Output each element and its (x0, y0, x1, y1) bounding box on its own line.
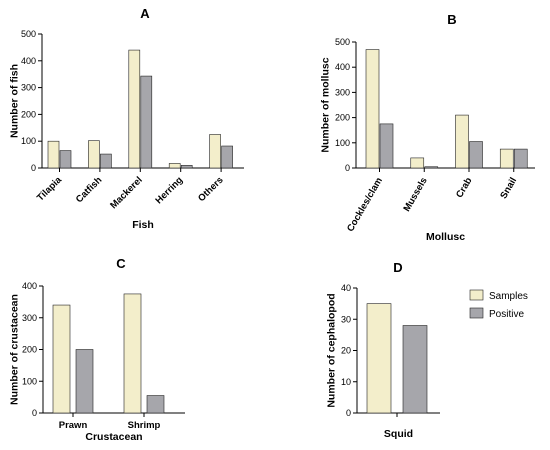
y-tick-label: 0 (32, 408, 37, 418)
legend: Samples Positive (469, 289, 528, 320)
x-axis-title: Mollusc (426, 231, 465, 243)
bar-positive (424, 166, 439, 169)
y-tick-label: 100 (22, 376, 37, 386)
bar-samples (52, 304, 71, 414)
y-axis-title: Number of crustacean (9, 294, 21, 405)
panel-title: C (116, 256, 126, 271)
y-tick-label: 400 (22, 281, 37, 291)
bar-positive (402, 325, 428, 414)
legend-swatch-positive (469, 307, 484, 319)
y-axis-title: Number of fish (9, 64, 21, 138)
legend-swatch-samples (469, 289, 484, 301)
x-category-label: Catfish (74, 175, 105, 206)
bar-samples (366, 303, 392, 414)
bar-samples (47, 140, 60, 169)
x-category-label: Others (196, 175, 225, 204)
x-category-label: Shrimp (128, 420, 161, 431)
y-tick-label: 100 (21, 136, 36, 146)
panel-b: B 0 100 200 300 400 500 Cockles/clam Mussels Crab… (320, 12, 535, 243)
bar-positive (100, 153, 112, 169)
bar-samples (455, 114, 469, 169)
y-tick-label: 200 (21, 109, 36, 119)
bar-positive (513, 148, 528, 169)
y-tick-label: 400 (21, 56, 36, 66)
legend-label-positive: Positive (489, 309, 524, 320)
y-tick-label: 30 (341, 314, 351, 324)
y-tick-label: 500 (21, 29, 36, 39)
y-axis-title: Number of cephalopod (326, 293, 338, 407)
x-axis-title: Fish (132, 219, 154, 231)
bar-positive (140, 75, 153, 169)
x-category-label: Mussels (401, 176, 429, 214)
panel-title: B (447, 12, 456, 27)
y-tick-label: 400 (335, 62, 350, 72)
x-category-label: Herring (153, 175, 185, 207)
panel-title: A (140, 6, 150, 21)
bar-samples (88, 140, 100, 169)
bar-positive (379, 123, 394, 169)
bar-samples (365, 49, 380, 169)
bar-samples (410, 157, 425, 169)
bar-samples (128, 49, 141, 169)
y-tick-label: 40 (341, 283, 351, 293)
legend-label-samples: Samples (489, 291, 528, 302)
x-category-label: Tilapia (35, 174, 64, 203)
x-category-label: Mackerel (108, 175, 145, 212)
bar-positive (469, 141, 483, 169)
x-axis-title: Squid (384, 428, 413, 440)
y-tick-label: 300 (335, 87, 350, 97)
panel-d: D 0 10 20 30 40 Squid Number of cephalopod (326, 260, 440, 440)
y-tick-label: 0 (346, 408, 351, 418)
bar-samples (209, 134, 221, 169)
x-category-label: Cockles/clam (345, 176, 385, 234)
panel-title: D (393, 260, 402, 275)
y-tick-label: 300 (21, 83, 36, 93)
bar-positive (75, 349, 94, 414)
bar-positive (59, 150, 72, 169)
x-category-label: Crab (454, 176, 474, 200)
y-axis-title: Number of mollusc (320, 57, 332, 152)
y-tick-label: 20 (341, 346, 351, 356)
y-tick-label: 200 (22, 345, 37, 355)
bar-samples (168, 163, 181, 169)
x-category-label: Snail (498, 176, 519, 201)
x-axis-title: Crustacean (85, 431, 142, 443)
bar-samples (499, 148, 514, 169)
y-tick-label: 100 (335, 138, 350, 148)
panel-a: A 0 100 200 300 400 500 Tilapia Catfish Mackerel H… (9, 6, 244, 231)
y-tick-label: 500 (335, 37, 350, 47)
bar-samples (123, 293, 142, 414)
y-tick-label: 10 (341, 377, 351, 387)
bar-positive (146, 395, 165, 414)
y-tick-label: 200 (335, 113, 350, 123)
bar-positive (180, 165, 193, 169)
bar-positive (221, 145, 233, 169)
y-tick-label: 0 (345, 163, 350, 173)
x-category-label: Prawn (59, 420, 88, 431)
y-tick-label: 0 (31, 163, 36, 173)
y-tick-label: 300 (22, 313, 37, 323)
